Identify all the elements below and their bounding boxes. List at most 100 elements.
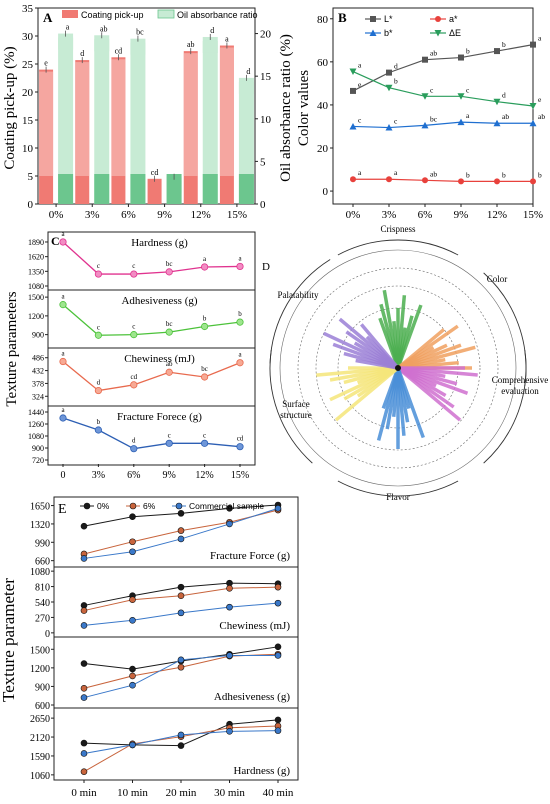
panel-e-y-tick-label: 660 — [35, 557, 50, 568]
panel-d-sector-arc — [483, 350, 527, 464]
pickup-significance-letter: e — [44, 59, 48, 68]
oil-bar — [202, 36, 218, 205]
pickup-bar-highlight — [183, 53, 198, 177]
point-L — [422, 56, 428, 63]
panel-e-point — [129, 513, 136, 520]
oil-bar-base — [238, 174, 254, 204]
panel-e-point — [274, 716, 282, 724]
panel-e-legend-marker — [83, 502, 91, 510]
panel-c-significance-letter: c — [203, 431, 206, 439]
panel-b-letter: B — [338, 10, 347, 25]
panel-e-point — [80, 622, 88, 629]
oil-bar-top — [202, 40, 218, 53]
panel-e-point — [80, 522, 88, 530]
panel-e-y-tick-label: 0 — [45, 629, 50, 640]
panel-d-sector-arc — [337, 239, 459, 256]
panel-b-y-tick-label: 20 — [317, 143, 329, 155]
panel-e-point — [129, 665, 136, 673]
panel-e-y-tick-label: 600 — [35, 701, 50, 712]
series-line-a — [353, 178, 533, 182]
significance-letter-b: ab — [502, 112, 509, 121]
panel-c-point — [94, 270, 103, 278]
point-dE — [385, 84, 393, 92]
panel-a-x-tick-label: 12% — [191, 209, 211, 221]
point-a — [350, 176, 356, 183]
significance-letter-dE: a — [358, 61, 362, 70]
panel-e-point — [80, 555, 88, 562]
panel-c-y-tick-label: 1080 — [28, 432, 44, 441]
point-dE — [493, 98, 501, 106]
panel-e-point — [274, 505, 282, 512]
panel-c-significance-letter: c — [168, 431, 171, 439]
legend-marker-a — [435, 16, 441, 22]
panel-e-legend: 0% 6% Commercial sample — [80, 501, 264, 511]
panel-c-point — [165, 328, 173, 336]
panel-c-ylabel: Texture parameters — [4, 291, 20, 406]
oil-bar-base — [202, 174, 218, 204]
panel-c-significance-letter: a — [238, 254, 242, 262]
pickup-bar-highlight — [39, 71, 54, 176]
panel-d-letter: D — [262, 261, 270, 273]
panel-d-sector-label: Surface — [282, 399, 309, 409]
panel-a-x-tick-label: 0% — [49, 209, 64, 221]
panel-d-grid-ring — [315, 285, 481, 451]
point-dE — [529, 103, 537, 110]
significance-letter-dE: c — [466, 85, 470, 94]
panel-c-subplot-title: Adhesiveness (g) — [121, 295, 197, 307]
point-a — [458, 178, 464, 185]
panel-a-left-tick-label: 0 — [28, 199, 34, 211]
panel-a-left-tick-label: 10 — [22, 143, 34, 155]
point-b — [421, 121, 429, 129]
panel-c-point — [130, 270, 138, 278]
panel-d-sector-label: Palatability — [278, 290, 319, 300]
panel-e-point — [177, 663, 185, 671]
panel-d-radial-bar — [396, 304, 423, 369]
significance-letter-b: a — [466, 111, 470, 120]
significance-letter-b: bc — [430, 114, 438, 123]
significance-letter-a: b — [502, 170, 506, 179]
oil-bar-top — [238, 81, 254, 94]
significance-letter-a: ab — [430, 169, 437, 178]
significance-letter-a: b — [538, 170, 542, 179]
panel-e-y-tick-label: 1590 — [30, 752, 50, 763]
panel-c-subplot-title: Hardness (g) — [131, 237, 188, 249]
significance-letter-a: b — [466, 170, 470, 179]
panel-e-point — [80, 768, 88, 775]
legend-label-L: L* — [384, 14, 393, 24]
panel-d-sector-arc — [337, 480, 459, 497]
panel-c-point — [201, 263, 209, 271]
panel-e-y-tick-label: 810 — [35, 583, 50, 594]
panel-e-point — [226, 520, 233, 528]
panel-a-letter: A — [43, 10, 53, 25]
legend-label-oil: Oil absorbance ratio — [177, 10, 258, 20]
panel-e-legend-label: 0% — [97, 501, 110, 511]
panel-e-point — [80, 607, 88, 614]
panel-e-point — [177, 583, 185, 591]
panel-e-point — [226, 728, 233, 735]
point-dE — [349, 68, 357, 76]
panel-c-significance-letter: bc — [166, 320, 173, 328]
significance-letter-L: ab — [430, 49, 437, 58]
panel-a-x-tick-label: 15% — [227, 209, 247, 221]
legend-label-pickup: Coating pick-up — [81, 10, 144, 20]
panel-c-significance-letter: a — [61, 350, 65, 358]
panel-a-right-tick-label: 0 — [260, 199, 266, 211]
point-L — [350, 87, 356, 94]
panel-e-x-tick-label: 20 min — [166, 787, 197, 799]
panel-c-significance-letter: a — [238, 351, 242, 359]
panel-e-point — [274, 643, 282, 651]
panel-a-left-tick-label: 5 — [28, 171, 34, 183]
significance-letter-L: a — [538, 34, 542, 43]
point-b — [493, 119, 501, 127]
panel-e-point — [274, 652, 282, 659]
panel-e-y-tick-label: 2120 — [30, 733, 50, 744]
panel-b-ylabel: Color values — [296, 70, 312, 146]
panel-c-point — [59, 414, 67, 422]
legend-marker-dE — [434, 30, 442, 37]
panel-c-point — [130, 445, 138, 453]
oil-bar-top — [58, 37, 74, 50]
point-L — [530, 41, 536, 48]
panel-e-point — [129, 681, 136, 689]
point-a — [422, 177, 428, 184]
